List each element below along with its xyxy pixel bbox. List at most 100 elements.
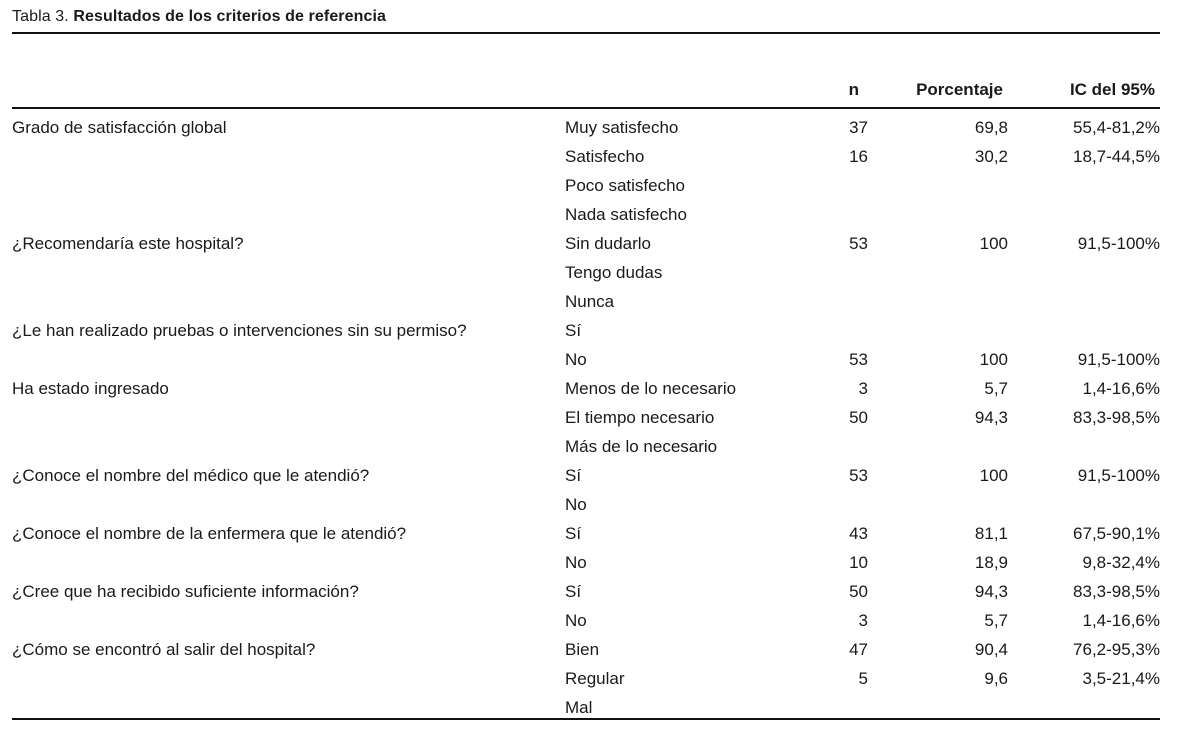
table-row: No	[12, 486, 1160, 515]
n-cell: 10	[849, 553, 868, 572]
percent-cell	[868, 689, 1008, 719]
answer-cell: Sí	[565, 582, 582, 601]
answer-cell: Regular	[565, 669, 625, 688]
table-row: Mal	[12, 689, 1160, 719]
answer-cell: El tiempo necesario	[565, 408, 715, 427]
question-cell: ¿Cree que ha recibido suficiente informa…	[12, 582, 359, 601]
question-cell	[12, 167, 565, 196]
table-header: n Porcentaje IC del 95%	[12, 34, 1160, 109]
ci-cell: 18,7-44,5%	[1073, 147, 1160, 166]
table-row: Nunca	[12, 283, 1160, 312]
table-row: Más de lo necesario	[12, 428, 1160, 457]
n-cell	[790, 312, 868, 341]
ci-cell	[1008, 167, 1160, 196]
ci-cell: 83,3-98,5%	[1073, 408, 1160, 427]
answer-cell: Más de lo necesario	[565, 437, 718, 456]
n-cell: 47	[849, 640, 868, 659]
answer-cell: Sí	[565, 321, 582, 340]
table-row: ¿Cree que ha recibido suficiente informa…	[12, 573, 1160, 602]
n-cell: 50	[849, 582, 868, 601]
question-cell	[12, 428, 565, 457]
table-row: El tiempo necesario 50 94,3 83,3-98,5%	[12, 399, 1160, 428]
table-row: Tengo dudas	[12, 254, 1160, 283]
answer-cell: Sin dudarlo	[565, 234, 652, 253]
ci-cell: 55,4-81,2%	[1073, 118, 1160, 137]
header-answer	[565, 34, 790, 109]
ci-cell: 91,5-100%	[1077, 466, 1160, 485]
ci-cell: 1,4-16,6%	[1082, 379, 1161, 398]
ci-cell: 3,5-21,4%	[1082, 669, 1161, 688]
percent-cell	[868, 486, 1008, 515]
question-cell	[12, 254, 565, 283]
question-cell	[12, 660, 565, 689]
question-cell: ¿Conoce el nombre del médico que le aten…	[12, 466, 370, 485]
question-cell	[12, 689, 565, 719]
n-cell	[790, 689, 868, 719]
ci-cell	[1008, 312, 1160, 341]
ci-cell: 83,3-98,5%	[1073, 582, 1160, 601]
answer-cell: Sí	[565, 466, 582, 485]
n-cell: 16	[849, 147, 868, 166]
n-cell	[790, 283, 868, 312]
question-cell	[12, 341, 565, 370]
n-cell: 53	[849, 234, 868, 253]
n-cell: 53	[849, 466, 868, 485]
table-row: Grado de satisfacción global Muy satisfec…	[12, 108, 1160, 138]
ci-cell: 76,2-95,3%	[1073, 640, 1160, 659]
table-row: No 53 100 91,5-100%	[12, 341, 1160, 370]
percent-cell: 94,3	[974, 582, 1008, 601]
table-caption-title: Resultados de los criterios de referenci…	[73, 8, 387, 25]
ci-cell: 91,5-100%	[1077, 234, 1160, 253]
question-cell	[12, 196, 565, 225]
table-row: ¿Conoce el nombre del médico que le aten…	[12, 457, 1160, 486]
question-cell: ¿Conoce el nombre de la enfermera que le…	[12, 524, 407, 543]
n-cell: 3	[858, 611, 868, 630]
question-cell: ¿Recomendaría este hospital?	[12, 234, 244, 253]
n-cell: 5	[858, 669, 868, 688]
n-cell	[790, 428, 868, 457]
question-cell	[12, 544, 565, 573]
table-row: No 3 5,7 1,4-16,6%	[12, 602, 1160, 631]
table-body: Grado de satisfacción global Muy satisfec…	[12, 108, 1160, 719]
answer-cell: No	[565, 350, 587, 369]
n-cell	[790, 167, 868, 196]
percent-cell: 5,7	[984, 611, 1008, 630]
answer-cell: Satisfecho	[565, 147, 645, 166]
answer-cell: Mal	[565, 698, 593, 717]
answer-cell: Menos de lo necesario	[565, 379, 737, 398]
answer-cell: Tengo dudas	[565, 263, 663, 282]
percent-cell: 100	[979, 234, 1008, 253]
question-cell: Ha estado ingresado	[12, 379, 169, 398]
ci-cell	[1008, 196, 1160, 225]
table-caption: Tabla 3. Resultados de los criterios de …	[12, 8, 1160, 34]
header-ic-95: IC del 95%	[1008, 34, 1160, 109]
header-porcentaje: Porcentaje	[868, 34, 1008, 109]
question-cell	[12, 399, 565, 428]
percent-cell: 94,3	[974, 408, 1008, 427]
header-n: n	[790, 34, 868, 109]
answer-cell: Nada satisfecho	[565, 205, 687, 224]
table-row: No 10 18,9 9,8-32,4%	[12, 544, 1160, 573]
percent-cell: 69,8	[974, 118, 1008, 137]
ci-cell	[1008, 283, 1160, 312]
question-cell: ¿Cómo se encontró al salir del hospital?	[12, 640, 316, 659]
percent-cell: 18,9	[974, 553, 1008, 572]
question-cell: Grado de satisfacción global	[12, 118, 227, 137]
answer-cell: Bien	[565, 640, 600, 659]
n-cell	[790, 254, 868, 283]
table-header-row: n Porcentaje IC del 95%	[12, 34, 1160, 109]
n-cell	[790, 196, 868, 225]
percent-cell	[868, 167, 1008, 196]
ci-cell: 67,5-90,1%	[1073, 524, 1160, 543]
table-row: Nada satisfecho	[12, 196, 1160, 225]
question-cell	[12, 283, 565, 312]
table-row: ¿Recomendaría este hospital? Sin dudarlo 5…	[12, 225, 1160, 254]
answer-cell: No	[565, 495, 587, 514]
ci-cell	[1008, 428, 1160, 457]
answer-cell: Poco satisfecho	[565, 176, 686, 195]
ci-cell: 9,8-32,4%	[1082, 553, 1161, 572]
percent-cell	[868, 196, 1008, 225]
answer-cell: Sí	[565, 524, 582, 543]
question-cell	[12, 602, 565, 631]
